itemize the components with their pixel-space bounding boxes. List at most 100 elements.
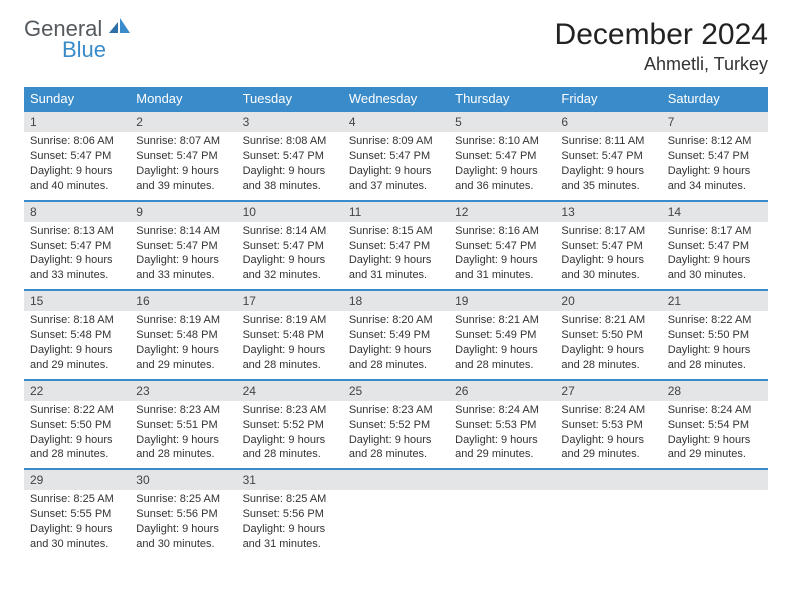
day-number: 19 — [449, 291, 555, 311]
sunrise-line: Sunrise: 8:11 AM — [561, 134, 655, 149]
day-number: 22 — [24, 381, 130, 401]
day-number: 2 — [130, 112, 236, 132]
empty-cell — [449, 469, 555, 558]
sunset-line: Sunset: 5:47 PM — [30, 239, 124, 254]
sunset-line: Sunset: 5:53 PM — [561, 418, 655, 433]
sunrise-line: Sunrise: 8:25 AM — [136, 492, 230, 507]
day-cell: 17Sunrise: 8:19 AMSunset: 5:48 PMDayligh… — [237, 290, 343, 380]
page-title: December 2024 — [555, 18, 768, 52]
day-info: Sunrise: 8:24 AMSunset: 5:54 PMDaylight:… — [662, 401, 768, 462]
day-number: 26 — [449, 381, 555, 401]
sunrise-line: Sunrise: 8:17 AM — [668, 224, 762, 239]
location-label: Ahmetli, Turkey — [555, 54, 768, 75]
sunset-line: Sunset: 5:50 PM — [561, 328, 655, 343]
day-info: Sunrise: 8:13 AMSunset: 5:47 PMDaylight:… — [24, 222, 130, 283]
day-cell: 13Sunrise: 8:17 AMSunset: 5:47 PMDayligh… — [555, 201, 661, 291]
sunset-line: Sunset: 5:53 PM — [455, 418, 549, 433]
sunset-line: Sunset: 5:48 PM — [243, 328, 337, 343]
daylight-line: Daylight: 9 hours and 28 minutes. — [349, 433, 443, 463]
day-cell: 3Sunrise: 8:08 AMSunset: 5:47 PMDaylight… — [237, 111, 343, 201]
day-info: Sunrise: 8:07 AMSunset: 5:47 PMDaylight:… — [130, 132, 236, 193]
day-number: 14 — [662, 202, 768, 222]
day-info: Sunrise: 8:17 AMSunset: 5:47 PMDaylight:… — [555, 222, 661, 283]
daylight-line: Daylight: 9 hours and 29 minutes. — [561, 433, 655, 463]
day-info: Sunrise: 8:12 AMSunset: 5:47 PMDaylight:… — [662, 132, 768, 193]
day-cell: 16Sunrise: 8:19 AMSunset: 5:48 PMDayligh… — [130, 290, 236, 380]
day-info: Sunrise: 8:11 AMSunset: 5:47 PMDaylight:… — [555, 132, 661, 193]
daylight-line: Daylight: 9 hours and 29 minutes. — [30, 343, 124, 373]
sunset-line: Sunset: 5:55 PM — [30, 507, 124, 522]
empty-daynum — [662, 470, 768, 490]
sunset-line: Sunset: 5:48 PM — [30, 328, 124, 343]
day-info: Sunrise: 8:25 AMSunset: 5:56 PMDaylight:… — [130, 490, 236, 551]
calendar-row: 22Sunrise: 8:22 AMSunset: 5:50 PMDayligh… — [24, 380, 768, 470]
empty-cell — [662, 469, 768, 558]
sunrise-line: Sunrise: 8:07 AM — [136, 134, 230, 149]
daylight-line: Daylight: 9 hours and 29 minutes. — [136, 343, 230, 373]
sunrise-line: Sunrise: 8:25 AM — [243, 492, 337, 507]
day-cell: 22Sunrise: 8:22 AMSunset: 5:50 PMDayligh… — [24, 380, 130, 470]
day-number: 17 — [237, 291, 343, 311]
header: General Blue December 2024 Ahmetli, Turk… — [24, 18, 768, 75]
day-number: 5 — [449, 112, 555, 132]
sunset-line: Sunset: 5:47 PM — [30, 149, 124, 164]
weekday-header: Wednesday — [343, 87, 449, 111]
day-cell: 2Sunrise: 8:07 AMSunset: 5:47 PMDaylight… — [130, 111, 236, 201]
sunrise-line: Sunrise: 8:15 AM — [349, 224, 443, 239]
sunrise-line: Sunrise: 8:22 AM — [668, 313, 762, 328]
empty-daynum — [343, 470, 449, 490]
day-info: Sunrise: 8:23 AMSunset: 5:52 PMDaylight:… — [237, 401, 343, 462]
day-number: 29 — [24, 470, 130, 490]
sunrise-line: Sunrise: 8:19 AM — [243, 313, 337, 328]
sunrise-line: Sunrise: 8:08 AM — [243, 134, 337, 149]
day-cell: 14Sunrise: 8:17 AMSunset: 5:47 PMDayligh… — [662, 201, 768, 291]
day-cell: 21Sunrise: 8:22 AMSunset: 5:50 PMDayligh… — [662, 290, 768, 380]
sunrise-line: Sunrise: 8:24 AM — [668, 403, 762, 418]
daylight-line: Daylight: 9 hours and 34 minutes. — [668, 164, 762, 194]
day-number: 9 — [130, 202, 236, 222]
sunset-line: Sunset: 5:49 PM — [455, 328, 549, 343]
day-cell: 28Sunrise: 8:24 AMSunset: 5:54 PMDayligh… — [662, 380, 768, 470]
day-info: Sunrise: 8:24 AMSunset: 5:53 PMDaylight:… — [449, 401, 555, 462]
daylight-line: Daylight: 9 hours and 40 minutes. — [30, 164, 124, 194]
sunset-line: Sunset: 5:47 PM — [561, 149, 655, 164]
day-cell: 7Sunrise: 8:12 AMSunset: 5:47 PMDaylight… — [662, 111, 768, 201]
day-cell: 12Sunrise: 8:16 AMSunset: 5:47 PMDayligh… — [449, 201, 555, 291]
logo: General Blue — [24, 18, 131, 61]
calendar-row: 29 Sunrise: 8:25 AM Sunset: 5:55 PM Dayligh… — [24, 469, 768, 558]
sunrise-line: Sunrise: 8:14 AM — [243, 224, 337, 239]
weekday-header: Sunday — [24, 87, 130, 111]
day-number: 10 — [237, 202, 343, 222]
empty-cell — [555, 469, 661, 558]
daylight-line: Daylight: 9 hours and 31 minutes. — [243, 522, 337, 552]
day-number: 30 — [130, 470, 236, 490]
calendar-row: 1Sunrise: 8:06 AMSunset: 5:47 PMDaylight… — [24, 111, 768, 201]
day-number: 3 — [237, 112, 343, 132]
day-info: Sunrise: 8:21 AMSunset: 5:50 PMDaylight:… — [555, 311, 661, 372]
day-number: 1 — [24, 112, 130, 132]
day-number: 25 — [343, 381, 449, 401]
day-cell: 8Sunrise: 8:13 AMSunset: 5:47 PMDaylight… — [24, 201, 130, 291]
sunset-line: Sunset: 5:47 PM — [455, 149, 549, 164]
daylight-line: Daylight: 9 hours and 39 minutes. — [136, 164, 230, 194]
day-number: 20 — [555, 291, 661, 311]
daylight-line: Daylight: 9 hours and 31 minutes. — [349, 253, 443, 283]
sunrise-line: Sunrise: 8:23 AM — [136, 403, 230, 418]
calendar-table: Sunday Monday Tuesday Wednesday Thursday… — [24, 87, 768, 558]
empty-cell — [343, 469, 449, 558]
daylight-line: Daylight: 9 hours and 28 minutes. — [243, 433, 337, 463]
sunset-line: Sunset: 5:49 PM — [349, 328, 443, 343]
weekday-header: Thursday — [449, 87, 555, 111]
day-info: Sunrise: 8:19 AMSunset: 5:48 PMDaylight:… — [130, 311, 236, 372]
day-info: Sunrise: 8:16 AMSunset: 5:47 PMDaylight:… — [449, 222, 555, 283]
day-info: Sunrise: 8:23 AMSunset: 5:51 PMDaylight:… — [130, 401, 236, 462]
logo-sail-icon — [109, 23, 131, 40]
day-number: 27 — [555, 381, 661, 401]
sunrise-line: Sunrise: 8:13 AM — [30, 224, 124, 239]
sunrise-line: Sunrise: 8:22 AM — [30, 403, 124, 418]
day-cell: 23Sunrise: 8:23 AMSunset: 5:51 PMDayligh… — [130, 380, 236, 470]
daylight-line: Daylight: 9 hours and 28 minutes. — [30, 433, 124, 463]
daylight-line: Daylight: 9 hours and 38 minutes. — [243, 164, 337, 194]
day-cell: 20Sunrise: 8:21 AMSunset: 5:50 PMDayligh… — [555, 290, 661, 380]
day-cell: 5Sunrise: 8:10 AMSunset: 5:47 PMDaylight… — [449, 111, 555, 201]
